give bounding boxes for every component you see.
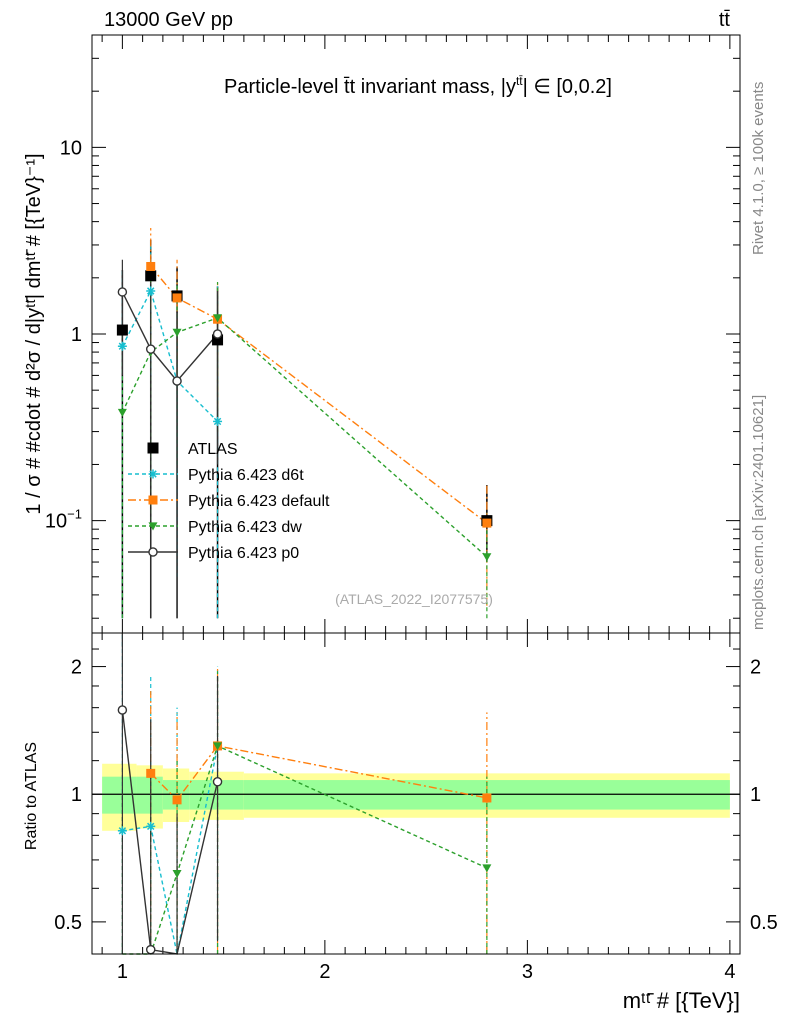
legend-marker-pythia-6-423-dw xyxy=(148,522,158,531)
main-point-pythia-6-423-d6t xyxy=(118,342,127,350)
main-point-pythia-6-423-p0 xyxy=(212,329,223,339)
main-point-pythia-6-423-p0 xyxy=(117,287,128,297)
main-point-pythia-6-423-dw xyxy=(213,314,223,323)
legend-label-pythia-6-423-default: Pythia 6.423 default xyxy=(188,493,330,510)
ratio-point-pythia-6-423-p0 xyxy=(212,777,223,787)
legend-marker-pythia-6-423-default xyxy=(148,495,158,505)
legend-marker-pythia-6-423-d6t xyxy=(149,470,157,478)
main-ylabel: 1 / σ # #cdot # d²σ / d|yᵗᵗ̄| dmᵗᵗ̄ # [{… xyxy=(23,153,45,514)
main-point-pythia-6-423-default xyxy=(172,293,182,303)
ratio-point-pythia-6-423-p0 xyxy=(145,944,156,955)
ratio-frame xyxy=(91,632,741,955)
main-line-pythia-6-423-default xyxy=(150,266,488,524)
main-point-pythia-6-423-dw xyxy=(172,328,182,337)
ratio-point-pythia-6-423-dw xyxy=(172,869,182,879)
main-point-pythia-6-423-dw xyxy=(117,408,127,417)
legend-label-atlas: ATLAS xyxy=(188,441,238,458)
legend-label-pythia-6-423-dw: Pythia 6.423 dw xyxy=(188,519,302,536)
ratio-point-pythia-6-423-default xyxy=(172,795,182,805)
main-ytick-label: 1 xyxy=(71,324,82,346)
main-frame xyxy=(91,34,741,634)
ratio-ytick-label: 2 xyxy=(71,657,82,679)
ratio-point-pythia-6-423-dw xyxy=(213,742,223,751)
xtick-label: 1 xyxy=(117,961,128,983)
analysis-watermark: (ATLAS_2022_I2077575) xyxy=(335,591,493,607)
main-point-pythia-6-423-default xyxy=(146,261,156,271)
ratio-ytick-label-right: 1 xyxy=(750,784,761,806)
main-point-pythia-6-423-dw xyxy=(482,553,492,562)
main-point-pythia-6-423-d6t xyxy=(147,287,155,295)
legend-label-pythia-6-423-p0: Pythia 6.423 p0 xyxy=(188,545,299,562)
ratio-ytick-label: 0.5 xyxy=(54,912,82,934)
ratio-point-pythia-6-423-d6t xyxy=(147,822,155,831)
ratio-ylabel: Ratio to ATLAS xyxy=(23,742,40,850)
main-ytick-sup: −1 xyxy=(67,507,82,522)
main-panel: 10 1 10−1 Particle-level t̄t invariant mas… xyxy=(23,34,741,634)
ratio-point-pythia-6-423-d6t xyxy=(118,827,127,835)
legend: ATLAS Pythia 6.423 d6t Pythia 6.423 defaul… xyxy=(128,441,330,562)
ratio-ytick-label-right: 0.5 xyxy=(750,912,778,934)
main-line-pythia-6-423-p0 xyxy=(121,291,219,383)
ratio-point-pythia-6-423-dw xyxy=(482,864,492,873)
main-line-pythia-6-423-d6t xyxy=(121,289,219,422)
ratio-ytick-label-right: 2 xyxy=(750,657,761,679)
legend-marker-atlas xyxy=(147,442,159,454)
ratio-line-pythia-6-423-default xyxy=(150,745,488,801)
main-point-atlas xyxy=(116,324,128,336)
main-ytick-label: 10−1 xyxy=(45,507,82,533)
main-point-atlas xyxy=(212,334,224,346)
main-point-pythia-6-423-default xyxy=(482,518,492,528)
main-title: Particle-level t̄t invariant mass, |ytt̄… xyxy=(224,74,612,98)
ratio-point-pythia-6-423-default xyxy=(482,793,492,803)
ratio-line-pythia-6-423-p0 xyxy=(121,709,219,955)
rivet-label: Rivet 4.1.0, ≥ 100k events xyxy=(750,82,767,255)
ratio-panel: 2 2 1 1 0.5 0.5 1 2 3 4 Ratio to ATLAS xyxy=(23,35,778,983)
x-axis-label: mᵗᵗ̄ # [{TeV}] xyxy=(623,988,740,1013)
xtick-label: 2 xyxy=(319,961,330,983)
process-label: tt̄ xyxy=(719,9,731,31)
ratio-point-pythia-6-423-p0 xyxy=(117,705,128,715)
ratio-point-pythia-6-423-default xyxy=(146,768,156,778)
legend-label-pythia-6-423-d6t: Pythia 6.423 d6t xyxy=(188,467,304,484)
main-ytick-label: 10 xyxy=(60,137,82,159)
main-point-pythia-6-423-d6t xyxy=(213,417,222,426)
source-label: mcplots.cern.ch [arXiv:2401.10621] xyxy=(750,395,767,630)
xtick-label: 3 xyxy=(522,961,533,983)
main-point-pythia-6-423-p0 xyxy=(172,376,182,386)
ratio-ytick-label: 1 xyxy=(71,784,82,806)
main-point-pythia-6-423-p0 xyxy=(145,344,156,354)
xtick-label: 4 xyxy=(724,961,735,983)
beam-label: 13000 GeV pp xyxy=(104,9,233,31)
legend-marker-pythia-6-423-p0 xyxy=(148,547,158,557)
main-point-atlas xyxy=(145,270,157,282)
ratio-stat-band xyxy=(136,776,163,814)
